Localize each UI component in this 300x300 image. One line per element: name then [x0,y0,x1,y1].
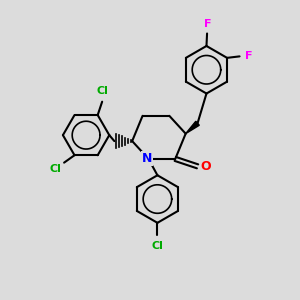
Text: N: N [142,152,152,165]
Text: Cl: Cl [152,241,164,251]
Text: O: O [201,160,211,173]
Text: Cl: Cl [97,86,109,96]
Polygon shape [186,121,199,134]
Text: F: F [245,51,252,62]
Text: F: F [204,19,212,29]
Text: Cl: Cl [49,164,61,174]
